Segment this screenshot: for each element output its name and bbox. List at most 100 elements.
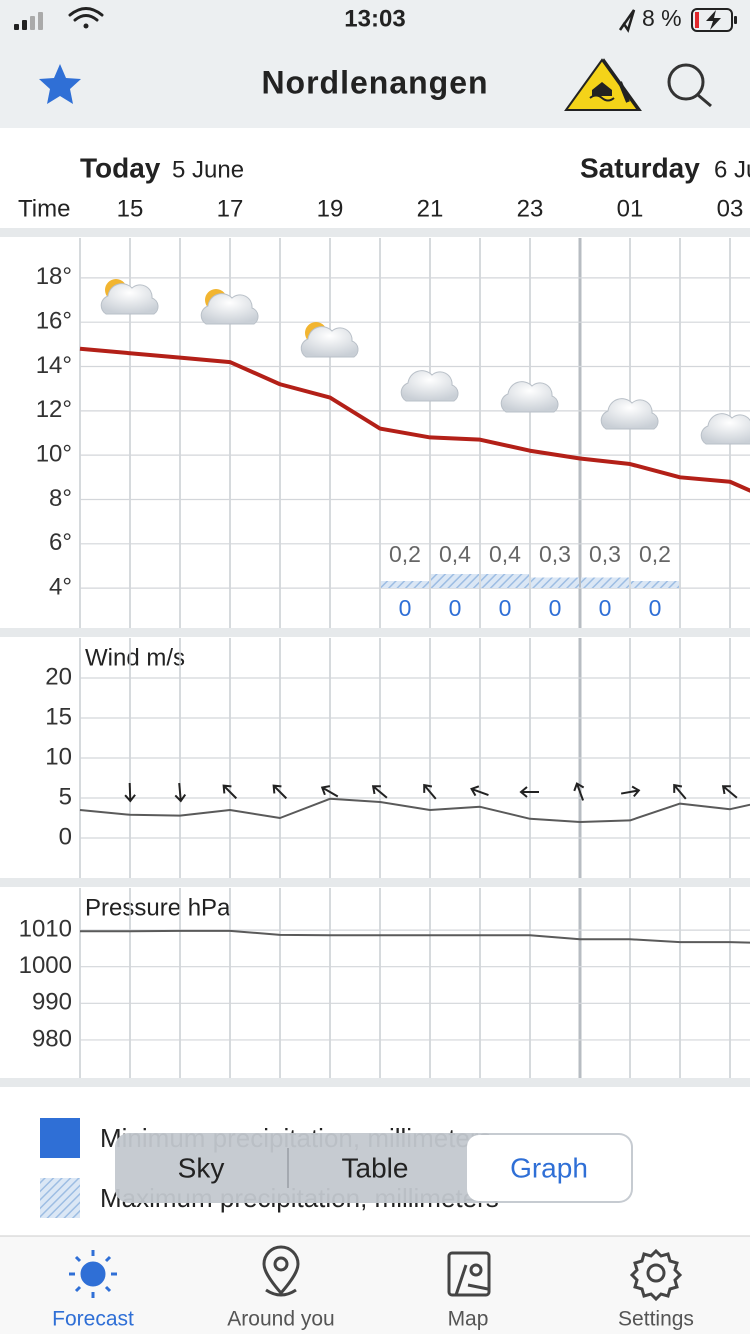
chart-title: Pressure hPa: [85, 894, 231, 921]
plots: 15 17 19 21 23 01 034°6°8°10°12°14°16°18°05101…: [19, 195, 750, 1078]
wind-arrow: [320, 785, 339, 798]
wind-arrow: [423, 783, 437, 800]
y-tick-label: 1010: [19, 915, 72, 942]
separator: [0, 228, 750, 237]
forecast-icon: [69, 1250, 117, 1298]
min-precip-label: 0: [499, 595, 512, 621]
wind-arrow: [573, 782, 585, 801]
wind-arrow: [620, 785, 641, 798]
switch-option-selected[interactable]: Graph: [510, 1152, 588, 1183]
day-name: Saturday: [580, 152, 700, 183]
max-precip-bar: [431, 574, 479, 588]
weather-icon: [100, 279, 159, 315]
y-tick-label: 10°: [36, 441, 72, 468]
switch-option[interactable]: Sky: [178, 1152, 225, 1183]
y-tick-label: 16°: [36, 308, 72, 335]
min-precip-label: 0: [449, 595, 462, 621]
hour-label: 19: [317, 195, 344, 222]
cloud: [400, 370, 459, 402]
y-tick-label: 6°: [49, 529, 72, 556]
separator: [0, 1078, 750, 1087]
min-precip-label: 0: [649, 595, 662, 621]
y-tick-label: 980: [32, 1025, 72, 1052]
cloud: [200, 293, 259, 325]
separator: [0, 878, 750, 887]
wifi: [68, 7, 104, 29]
hour-label: 17: [217, 195, 244, 222]
max-precip-bar: [481, 574, 529, 588]
weather-icon: [500, 381, 559, 413]
cloud: [600, 398, 659, 430]
wind-arrow: [470, 785, 489, 797]
weather-icon: [400, 370, 459, 402]
hour-label: 23: [517, 195, 544, 222]
min-precip-label: 0: [399, 595, 412, 621]
wind-arrow: [272, 784, 288, 800]
day-date: 6 June: [714, 156, 750, 183]
around-icon: [262, 1245, 300, 1297]
wind-arrow: [222, 784, 238, 800]
separator: [0, 628, 750, 637]
wind-arrow: [174, 782, 187, 803]
wind-arrow: [721, 785, 738, 799]
tab-label[interactable]: Forecast: [52, 1308, 134, 1331]
wind-arrow: [124, 782, 136, 803]
max-precip-bar: [381, 581, 429, 588]
max-precip-label: 0,2: [389, 541, 421, 567]
tab-bar: [0, 1236, 750, 1334]
status-time: 13:03: [344, 5, 405, 32]
max-precip-label: 0,3: [589, 541, 621, 567]
search-icon[interactable]: [667, 63, 712, 108]
y-tick-label: 5: [59, 783, 72, 810]
tab-label[interactable]: Map: [448, 1308, 489, 1331]
cloud: [300, 326, 359, 358]
weather-icon: [200, 289, 259, 325]
weather-icon: [600, 398, 659, 430]
status-battery: 8 %: [642, 5, 682, 31]
tab-label[interactable]: Settings: [618, 1308, 694, 1331]
warning-icon[interactable]: [564, 58, 642, 111]
map-icon: [447, 1251, 491, 1297]
y-tick-label: 18°: [36, 263, 72, 290]
max-precip-label: 0,4: [489, 541, 521, 567]
y-tick-label: 10: [45, 743, 72, 770]
min-precip-label: 0: [599, 595, 612, 621]
data-line: [79, 797, 750, 823]
legend-swatch: [40, 1118, 80, 1158]
y-tick-label: 990: [32, 989, 72, 1016]
wind-arrow: [519, 786, 539, 798]
hour-label: 15: [117, 195, 144, 222]
chart-title: Wind m/s: [85, 644, 185, 671]
signal: [14, 12, 43, 30]
y-tick-label: 4°: [49, 573, 72, 600]
view-switch: Sky Table Graph: [115, 1133, 633, 1203]
tab-label[interactable]: Around you: [227, 1308, 334, 1331]
location-title: Nordlenangen: [261, 64, 488, 100]
max-precip-bar: [631, 581, 679, 588]
weather-icon: [700, 413, 750, 445]
favorite-star[interactable]: [39, 64, 81, 104]
y-tick-label: 15: [45, 703, 72, 730]
settings-icon: [629, 1248, 683, 1302]
y-tick-label: 14°: [36, 352, 72, 379]
switch-option[interactable]: Table: [342, 1152, 409, 1183]
hour-label: 03: [717, 195, 744, 222]
max-precip-label: 0,2: [639, 541, 671, 567]
time-label: Time: [18, 195, 70, 222]
hour-label: 21: [417, 195, 444, 222]
day-name: Today: [80, 152, 161, 183]
weather-icon: [300, 322, 359, 358]
y-tick-label: 12°: [36, 396, 72, 423]
cloud: [700, 413, 750, 445]
data-line: [80, 929, 750, 944]
temperature-line: [79, 346, 750, 493]
max-precip-bar: [531, 577, 579, 588]
y-tick-label: 8°: [49, 485, 72, 512]
day-date: 5 June: [172, 156, 244, 183]
max-precip-bar: [581, 577, 629, 588]
max-precip-label: 0,3: [539, 541, 571, 567]
y-tick-label: 0: [59, 823, 72, 850]
cloud: [500, 381, 559, 413]
cloud: [100, 283, 159, 315]
